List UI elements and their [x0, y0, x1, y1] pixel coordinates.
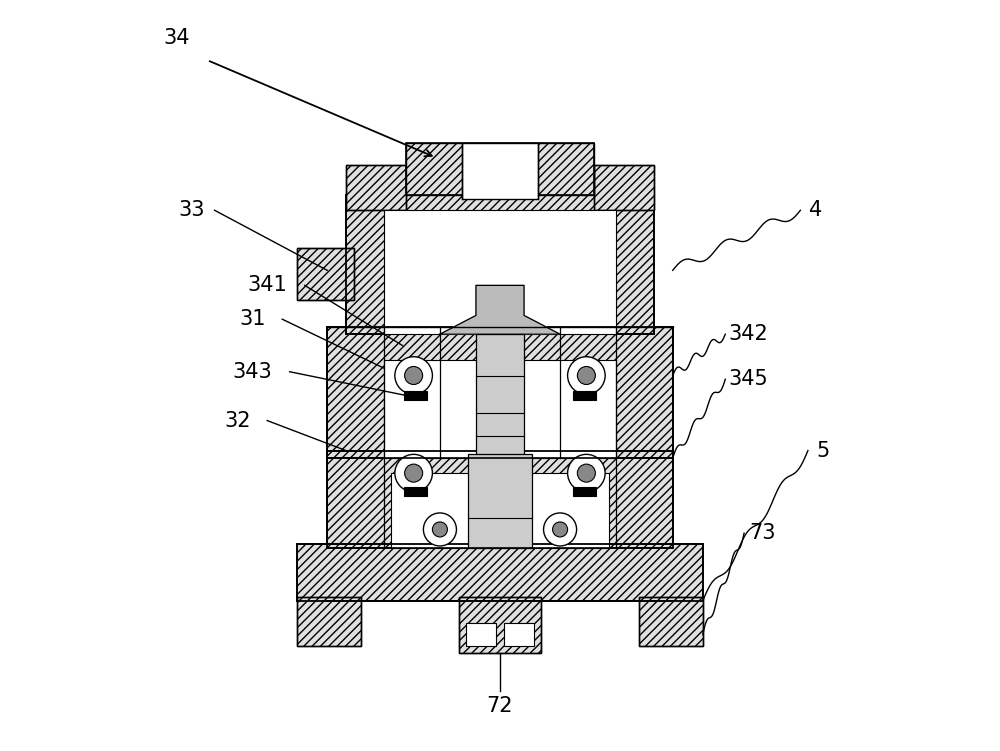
Bar	[297, 597, 361, 646]
Circle shape	[577, 464, 595, 482]
Bar	[406, 143, 594, 195]
Text: 33: 33	[179, 201, 205, 220]
Bar	[346, 195, 654, 334]
Circle shape	[395, 357, 432, 394]
Text: 32: 32	[224, 411, 250, 430]
Bar	[327, 451, 673, 548]
Bar	[384, 210, 616, 334]
Bar	[391, 473, 609, 548]
Bar	[404, 391, 427, 400]
Text: 342: 342	[728, 324, 768, 344]
Bar	[346, 195, 654, 334]
Bar	[327, 451, 673, 548]
Bar	[462, 143, 538, 199]
Bar	[459, 597, 541, 653]
Text: 345: 345	[728, 369, 768, 389]
Bar	[327, 327, 673, 458]
Bar	[404, 487, 427, 496]
Text: 34: 34	[164, 28, 190, 47]
Bar	[346, 165, 406, 210]
Text: 343: 343	[232, 362, 272, 382]
Circle shape	[423, 513, 456, 546]
Bar	[459, 597, 541, 653]
Bar	[573, 391, 596, 400]
Bar	[406, 143, 594, 195]
Circle shape	[577, 366, 595, 385]
Text: 31: 31	[239, 309, 265, 329]
Bar	[573, 487, 596, 496]
Bar	[297, 248, 354, 300]
Bar	[297, 248, 354, 300]
Bar	[297, 544, 703, 601]
Text: 5: 5	[816, 441, 830, 460]
Bar	[639, 597, 703, 646]
Bar	[639, 597, 703, 646]
Text: 341: 341	[247, 276, 287, 295]
Text: 73: 73	[750, 523, 776, 543]
Circle shape	[395, 454, 432, 492]
Circle shape	[553, 522, 568, 537]
Circle shape	[544, 513, 577, 546]
Bar	[384, 360, 616, 458]
Bar	[476, 334, 524, 458]
Bar	[594, 165, 654, 210]
Circle shape	[432, 522, 447, 537]
Circle shape	[405, 366, 423, 385]
Bar	[346, 165, 406, 210]
Circle shape	[568, 357, 605, 394]
Bar	[297, 597, 361, 646]
Bar	[594, 165, 654, 210]
Bar	[504, 623, 534, 646]
Circle shape	[568, 454, 605, 492]
Text: 72: 72	[487, 696, 513, 716]
Bar	[468, 454, 532, 548]
Bar	[297, 544, 703, 601]
Bar	[327, 327, 673, 458]
Polygon shape	[440, 285, 560, 334]
Bar	[466, 623, 496, 646]
Circle shape	[405, 464, 423, 482]
Text: 4: 4	[809, 201, 822, 220]
